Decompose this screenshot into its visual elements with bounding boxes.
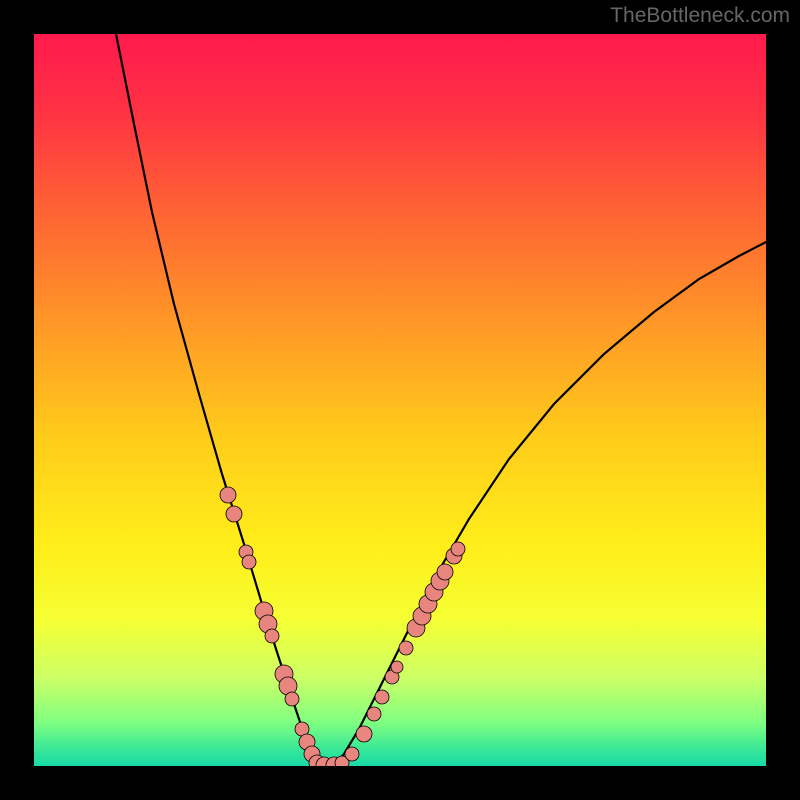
- marker-dot: [356, 726, 372, 742]
- plot-svg: [34, 34, 766, 766]
- marker-dot: [391, 661, 403, 673]
- marker-dot: [345, 747, 359, 761]
- marker-dot: [242, 555, 256, 569]
- gradient-background: [34, 34, 766, 766]
- watermark-text: TheBottleneck.com: [610, 4, 790, 28]
- marker-dot: [220, 487, 236, 503]
- marker-dot: [367, 707, 381, 721]
- marker-dot: [226, 506, 242, 522]
- marker-dot: [399, 641, 413, 655]
- marker-dot: [285, 692, 299, 706]
- chart-container: TheBottleneck.com: [0, 0, 800, 800]
- marker-dot: [437, 564, 453, 580]
- marker-dot: [451, 542, 465, 556]
- marker-dot: [265, 629, 279, 643]
- marker-dot: [375, 690, 389, 704]
